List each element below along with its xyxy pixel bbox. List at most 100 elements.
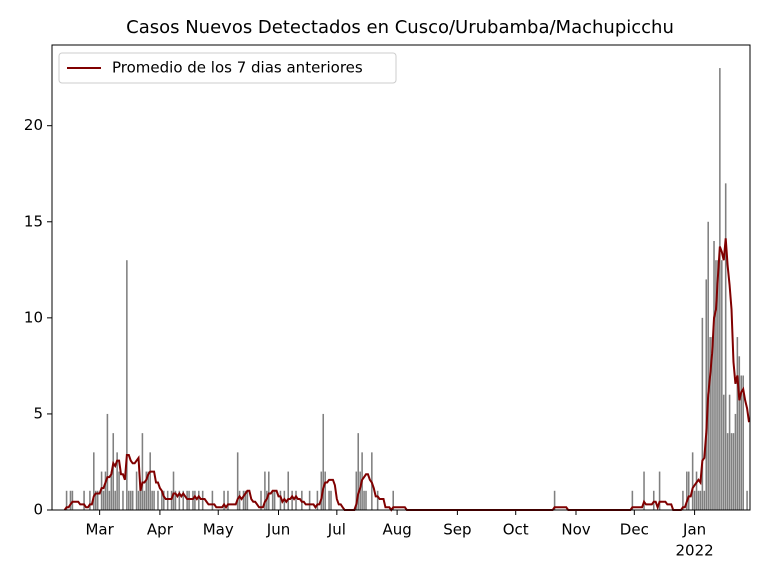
bar — [174, 490, 177, 510]
bar — [83, 490, 85, 510]
bar — [149, 452, 151, 510]
bar — [742, 375, 744, 510]
bar — [186, 490, 188, 510]
y-tick-label: 15 — [24, 212, 43, 230]
bar — [693, 490, 696, 510]
bar — [652, 490, 655, 510]
bar — [201, 490, 204, 510]
x-tick-label: Aug — [382, 521, 411, 539]
bar — [717, 260, 719, 510]
bar — [686, 471, 688, 510]
bar — [157, 490, 159, 510]
bar — [108, 490, 111, 510]
bar — [705, 279, 708, 510]
bar — [131, 490, 134, 510]
bar — [701, 317, 704, 510]
bar — [320, 471, 323, 510]
bar — [198, 490, 200, 510]
bar — [244, 490, 247, 510]
bar — [734, 413, 737, 510]
bar — [711, 337, 713, 510]
bar — [355, 471, 358, 510]
bar — [695, 471, 698, 510]
bar — [260, 490, 262, 510]
plot-frame — [51, 44, 751, 511]
bar — [106, 413, 109, 510]
bar — [697, 490, 700, 510]
bar — [658, 471, 661, 510]
bar — [141, 433, 144, 510]
legend-box — [58, 52, 397, 84]
bar — [238, 490, 241, 510]
x-tick-label: Sep — [443, 521, 471, 539]
bar — [211, 490, 214, 510]
bar — [271, 490, 274, 510]
bar — [163, 490, 165, 510]
bar — [71, 490, 74, 510]
bar — [322, 413, 325, 510]
bar — [392, 490, 395, 510]
bar — [316, 490, 319, 510]
bar — [691, 452, 694, 510]
bar — [746, 490, 748, 510]
bar — [738, 356, 741, 510]
bar — [643, 471, 645, 510]
bar — [178, 490, 181, 510]
bar — [114, 490, 116, 510]
bar — [730, 433, 733, 510]
bar — [682, 490, 684, 510]
x-year-label: 2022 — [675, 542, 713, 560]
y-tick-label: 0 — [33, 501, 43, 519]
x-tick-label: Mar — [85, 521, 114, 539]
bar — [246, 490, 249, 510]
bar — [93, 452, 95, 510]
x-tick-label: Nov — [561, 521, 590, 539]
bar — [129, 490, 132, 510]
bar — [726, 433, 729, 510]
bar — [151, 490, 153, 510]
bar — [242, 490, 245, 510]
bar — [732, 433, 735, 510]
y-tick-label: 5 — [33, 404, 43, 422]
x-tick-label: Jun — [266, 521, 290, 539]
bar — [631, 490, 634, 510]
bar — [192, 490, 194, 510]
y-tick-label: 10 — [24, 308, 43, 326]
bar — [89, 490, 91, 510]
bar — [279, 490, 282, 510]
chart-title: Casos Nuevos Detectados en Cusco/Urubamb… — [126, 17, 674, 38]
bar — [287, 471, 290, 510]
bar — [94, 490, 97, 510]
bar — [709, 337, 711, 510]
bar — [143, 490, 146, 510]
bar — [102, 490, 105, 510]
bar — [126, 260, 128, 510]
bar — [137, 490, 140, 510]
bar — [153, 490, 155, 510]
bar — [110, 471, 113, 510]
bar — [145, 471, 148, 510]
bar — [236, 452, 239, 510]
bar — [69, 490, 72, 510]
line — [63, 238, 751, 512]
bar — [721, 260, 723, 510]
bar — [116, 452, 118, 510]
bar — [324, 471, 326, 510]
bar — [330, 490, 332, 510]
bar — [719, 68, 721, 510]
bar — [376, 490, 379, 510]
bar — [96, 490, 99, 510]
bar — [707, 221, 709, 510]
bar — [553, 490, 556, 510]
bar — [172, 471, 175, 510]
bar — [713, 240, 715, 510]
x-tick-label: Jul — [327, 521, 346, 539]
bar — [328, 490, 330, 510]
bar — [363, 490, 365, 510]
x-tick-label: Apr — [147, 521, 174, 539]
bar — [715, 260, 717, 510]
bar — [687, 471, 690, 510]
bar — [139, 490, 142, 510]
x-tick-label: Oct — [503, 521, 529, 539]
